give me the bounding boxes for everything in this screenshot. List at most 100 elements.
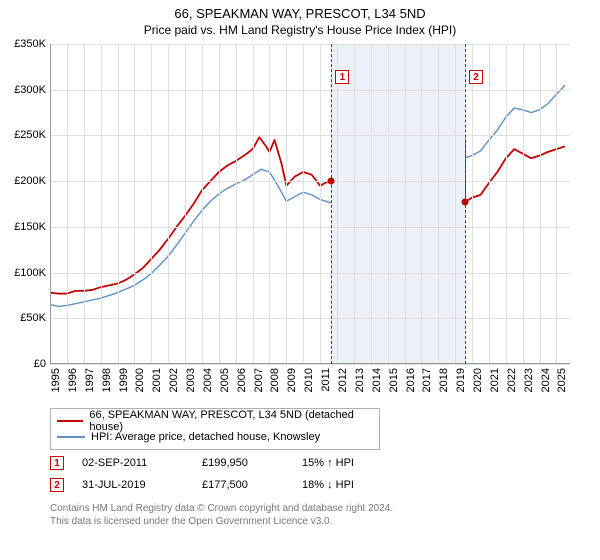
- xtick-label: 2003: [185, 368, 197, 392]
- gridline-h: [50, 227, 570, 228]
- gridline-v: [253, 44, 254, 364]
- xtick-label: 2000: [134, 368, 146, 392]
- gridline-h: [50, 364, 570, 365]
- event-id-box: 2: [50, 478, 64, 492]
- event-price: £177,500: [202, 479, 302, 491]
- attribution: Contains HM Land Registry data © Crown c…: [50, 502, 393, 528]
- xtick-label: 2010: [303, 368, 315, 392]
- gridline-v: [101, 44, 102, 364]
- gridline-h: [50, 44, 570, 45]
- gridline-h: [50, 273, 570, 274]
- gridline-h: [50, 90, 570, 91]
- xtick-label: 2001: [151, 368, 163, 392]
- legend-label: 66, SPEAKMAN WAY, PRESCOT, L34 5ND (deta…: [89, 409, 373, 433]
- gridline-v: [371, 44, 372, 364]
- gridline-v: [168, 44, 169, 364]
- ytick-label: £150K: [14, 221, 46, 233]
- xtick-label: 2009: [286, 368, 298, 392]
- marker-dot: [328, 178, 335, 185]
- xtick-label: 2005: [219, 368, 231, 392]
- xtick-label: 1998: [101, 368, 113, 392]
- gridline-v: [236, 44, 237, 364]
- gridline-v: [354, 44, 355, 364]
- xtick-label: 1995: [50, 368, 62, 392]
- event-row-1: 1 02-SEP-2011£199,95015% ↑ HPI: [50, 452, 422, 474]
- x-axis: [50, 363, 570, 364]
- attribution-line2: This data is licensed under the Open Gov…: [50, 515, 393, 528]
- gridline-v: [556, 44, 557, 364]
- ytick-label: £350K: [14, 38, 46, 50]
- gridline-h: [50, 135, 570, 136]
- gridline-v: [219, 44, 220, 364]
- xtick-label: 1999: [118, 368, 130, 392]
- gridline-v: [320, 44, 321, 364]
- gridline-v: [67, 44, 68, 364]
- gridline-v: [151, 44, 152, 364]
- gridline-h: [50, 318, 570, 319]
- gridline-v: [388, 44, 389, 364]
- event-row-2: 2 31-JUL-2019£177,50018% ↓ HPI: [50, 474, 422, 496]
- gridline-v: [472, 44, 473, 364]
- event-date: 31-JUL-2019: [82, 479, 202, 491]
- chart-container: 66, SPEAKMAN WAY, PRESCOT, L34 5ND Price…: [0, 0, 600, 560]
- chart-title: 66, SPEAKMAN WAY, PRESCOT, L34 5ND: [0, 0, 600, 21]
- gridline-v: [286, 44, 287, 364]
- ytick-label: £50K: [20, 312, 46, 324]
- event-note: 15% ↑ HPI: [302, 457, 422, 469]
- xtick-label: 2024: [540, 368, 552, 392]
- xtick-label: 2012: [337, 368, 349, 392]
- xtick-label: 1997: [84, 368, 96, 392]
- xtick-label: 2011: [320, 368, 332, 392]
- xtick-label: 2025: [556, 368, 568, 392]
- marker-dot: [461, 198, 468, 205]
- chart-lines: [50, 44, 570, 364]
- event-note: 18% ↓ HPI: [302, 479, 422, 491]
- xtick-label: 2021: [489, 368, 501, 392]
- gridline-v: [185, 44, 186, 364]
- event-price: £199,950: [202, 457, 302, 469]
- gridline-v: [540, 44, 541, 364]
- xtick-label: 2014: [371, 368, 383, 392]
- events-table: 1 02-SEP-2011£199,95015% ↑ HPI 2 31-JUL-201…: [50, 452, 422, 496]
- ytick-label: £100K: [14, 267, 46, 279]
- gridline-h: [50, 181, 570, 182]
- y-axis: [50, 44, 51, 364]
- highlight-band: [331, 44, 465, 364]
- gridline-v: [438, 44, 439, 364]
- legend-row-price_paid: 66, SPEAKMAN WAY, PRESCOT, L34 5ND (deta…: [57, 413, 373, 429]
- series-price_paid: [50, 137, 565, 293]
- xtick-label: 2008: [269, 368, 281, 392]
- event-line-1: [331, 44, 332, 364]
- chart-subtitle: Price paid vs. HM Land Registry's House …: [0, 21, 600, 37]
- event-date: 02-SEP-2011: [82, 457, 202, 469]
- legend-label: HPI: Average price, detached house, Know…: [91, 431, 320, 443]
- ytick-label: £200K: [14, 175, 46, 187]
- xtick-label: 2022: [506, 368, 518, 392]
- ytick-label: £250K: [14, 129, 46, 141]
- gridline-v: [337, 44, 338, 364]
- legend-swatch: [57, 420, 83, 422]
- gridline-v: [134, 44, 135, 364]
- xtick-label: 2007: [253, 368, 265, 392]
- gridline-v: [84, 44, 85, 364]
- xtick-label: 1996: [67, 368, 79, 392]
- xtick-label: 2019: [455, 368, 467, 392]
- xtick-label: 2020: [472, 368, 484, 392]
- gridline-v: [405, 44, 406, 364]
- xtick-label: 2006: [236, 368, 248, 392]
- xtick-label: 2013: [354, 368, 366, 392]
- gridline-v: [523, 44, 524, 364]
- xtick-label: 2016: [405, 368, 417, 392]
- ytick-label: £300K: [14, 84, 46, 96]
- xtick-label: 2023: [523, 368, 535, 392]
- event-id-box: 1: [50, 456, 64, 470]
- gridline-v: [489, 44, 490, 364]
- xtick-label: 2017: [421, 368, 433, 392]
- ytick-label: £0: [34, 358, 46, 370]
- xtick-label: 2004: [202, 368, 214, 392]
- xtick-label: 2018: [438, 368, 450, 392]
- gridline-v: [118, 44, 119, 364]
- xtick-label: 2015: [388, 368, 400, 392]
- attribution-line1: Contains HM Land Registry data © Crown c…: [50, 502, 393, 515]
- legend-swatch: [57, 436, 85, 438]
